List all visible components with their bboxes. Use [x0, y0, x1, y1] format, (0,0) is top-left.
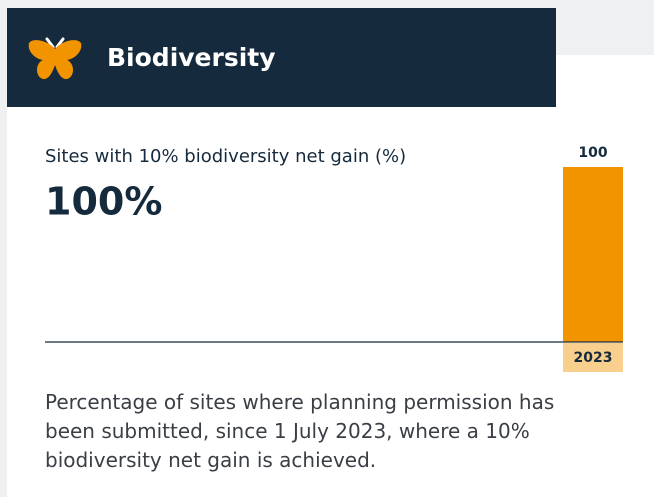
- bar: [563, 167, 623, 342]
- description: Percentage of sites where planning permi…: [45, 390, 555, 472]
- butterfly-icon: [28, 37, 82, 80]
- card: [7, 55, 654, 497]
- headline-value: 100%: [45, 180, 162, 224]
- category-label-bg: [563, 343, 623, 372]
- bar-value-label: 100: [578, 145, 607, 161]
- header-title: Biodiversity: [107, 43, 276, 72]
- chart-title: Sites with 10% biodiversity net gain (%): [45, 146, 406, 167]
- header: Biodiversity: [7, 8, 556, 107]
- x-tick-label: 2023: [574, 350, 613, 366]
